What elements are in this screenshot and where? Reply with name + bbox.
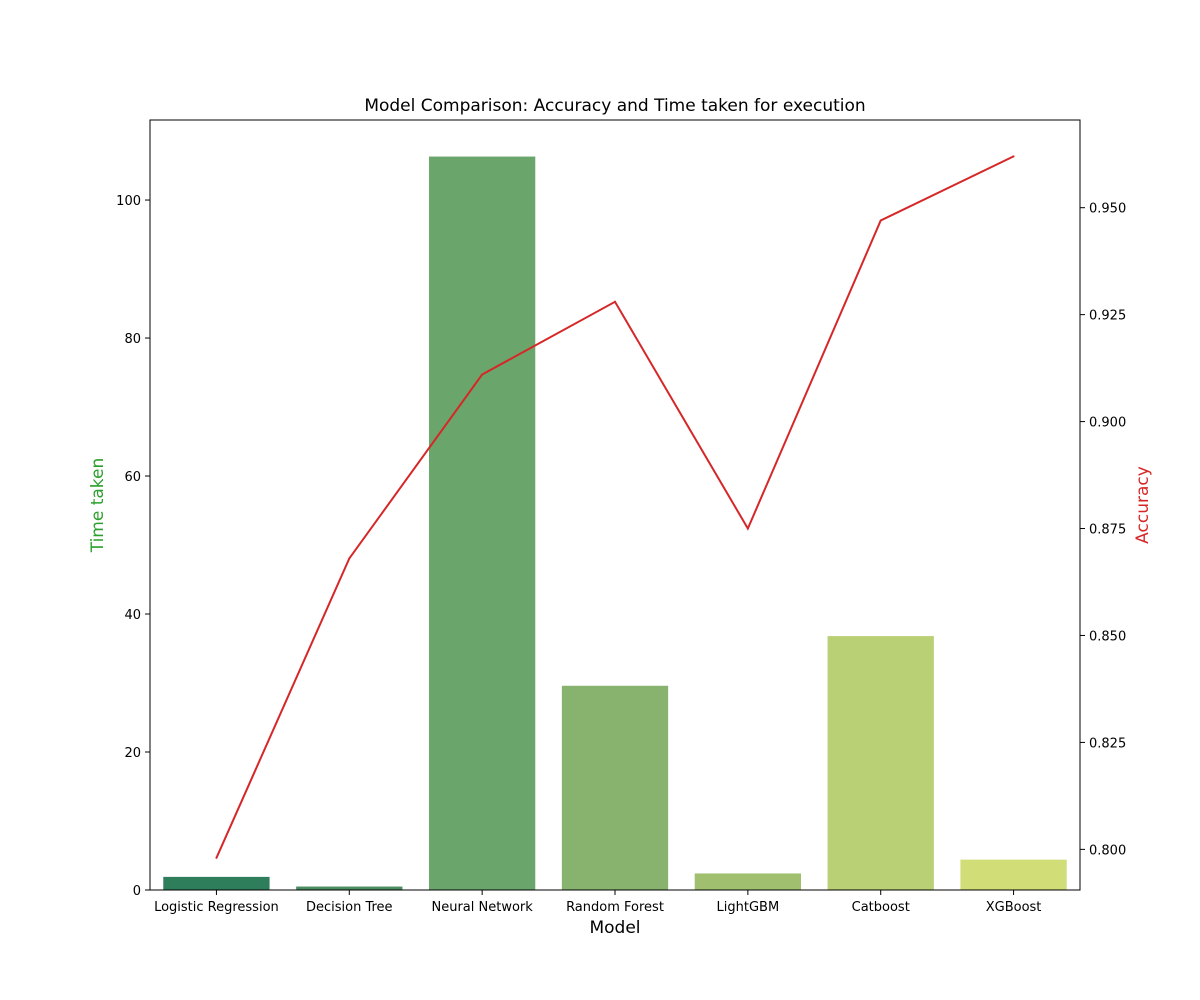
right-tick-label: 0.850 bbox=[1089, 629, 1126, 644]
right-tick-label: 0.800 bbox=[1089, 843, 1126, 858]
right-y-axis-label: Accuracy bbox=[1133, 466, 1153, 544]
accuracy-point-decision-tree bbox=[348, 557, 351, 560]
x-tick-label-catboost: Catboost bbox=[852, 900, 910, 915]
accuracy-point-random-forest bbox=[614, 300, 616, 303]
bar-lightgbm bbox=[694, 873, 801, 890]
x-tick-label-logistic-regression: Logistic Regression bbox=[154, 900, 279, 915]
left-tick-label: 60 bbox=[124, 470, 141, 485]
bar-xgboost bbox=[960, 859, 1067, 890]
x-tick-label-decision-tree: Decision Tree bbox=[306, 900, 393, 915]
chart-title: Model Comparison: Accuracy and Time take… bbox=[364, 96, 865, 116]
x-tick-label-random-forest: Random Forest bbox=[566, 900, 664, 915]
accuracy-point-catboost bbox=[879, 219, 882, 222]
left-tick-label: 0 bbox=[133, 884, 141, 899]
bar-random-forest bbox=[561, 685, 669, 890]
x-tick-label-neural-network: Neural Network bbox=[431, 900, 533, 915]
left-tick-label: 20 bbox=[124, 746, 141, 761]
bar-catboost bbox=[827, 636, 934, 890]
accuracy-point-lightgbm bbox=[746, 527, 749, 530]
right-tick-label: 0.875 bbox=[1089, 523, 1126, 538]
left-tick-label: 100 bbox=[116, 194, 141, 209]
left-y-axis-label: Time taken bbox=[88, 458, 108, 554]
x-axis: Logistic Regression Decision Tree Neural N… bbox=[154, 890, 1041, 915]
accuracy-point-neural-network bbox=[481, 373, 484, 376]
right-y-axis: 0.800 0.825 0.850 0.875 0.900 0.925 0.950 bbox=[1080, 202, 1126, 858]
bars-layer bbox=[163, 156, 1067, 890]
x-axis-label: Model bbox=[589, 918, 640, 938]
right-tick-label: 0.950 bbox=[1089, 202, 1126, 217]
left-tick-label: 80 bbox=[124, 332, 141, 347]
right-tick-label: 0.925 bbox=[1089, 309, 1126, 324]
accuracy-line-layer bbox=[215, 155, 1015, 859]
left-y-axis: 0 20 40 60 80 100 bbox=[116, 194, 150, 899]
bar-neural-network bbox=[429, 156, 536, 890]
accuracy-point-xgboost bbox=[1012, 155, 1015, 158]
left-tick-label: 40 bbox=[124, 608, 141, 623]
bar-decision-tree bbox=[296, 886, 403, 890]
accuracy-point-logistic-regression bbox=[215, 856, 218, 859]
right-tick-label: 0.900 bbox=[1089, 416, 1126, 431]
x-tick-label-lightgbm: LightGBM bbox=[717, 900, 780, 915]
x-tick-label-xgboost: XGBoost bbox=[986, 900, 1042, 915]
bar-logistic-regression bbox=[163, 876, 270, 890]
right-tick-label: 0.825 bbox=[1089, 736, 1126, 751]
